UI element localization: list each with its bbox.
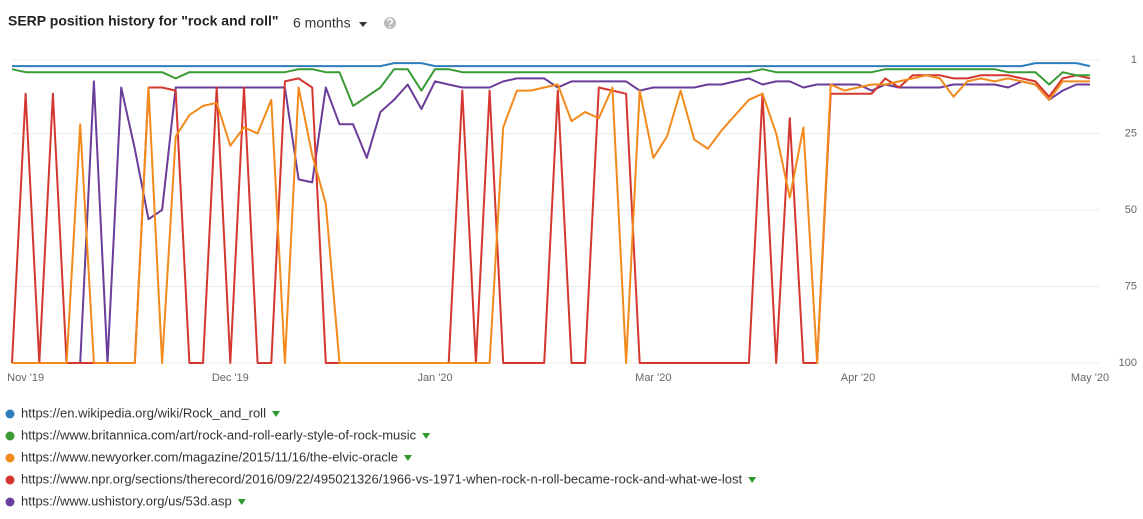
- x-tick-label: Jan '20: [417, 372, 452, 384]
- series-line: [11, 74, 1091, 364]
- dropdown-arrow[interactable]: [359, 22, 367, 27]
- legend-item[interactable]: https://en.wikipedia.org/wiki/Rock_and_r…: [5, 405, 280, 420]
- legend-label[interactable]: https://en.wikipedia.org/wiki/Rock_and_r…: [21, 405, 266, 420]
- legend-item[interactable]: https://www.npr.org/sections/therecord/2…: [5, 471, 757, 486]
- legend-marker[interactable]: [5, 453, 15, 463]
- legend-item[interactable]: https://www.britannica.com/art/rock-and-…: [5, 427, 431, 442]
- legend-marker[interactable]: [5, 431, 15, 441]
- help-icon[interactable]: [384, 17, 396, 29]
- legend-arrow[interactable]: [403, 455, 412, 461]
- x-tick-label: Mar '20: [635, 372, 671, 384]
- x-tick-label: May '20: [1071, 372, 1109, 384]
- legend-label[interactable]: https://www.npr.org/sections/therecord/2…: [21, 471, 743, 486]
- legend-item[interactable]: https://www.ushistory.org/us/53d.asp: [5, 493, 246, 508]
- legend: https://en.wikipedia.org/wiki/Rock_and_r…: [5, 405, 757, 508]
- series-line: [12, 77, 1090, 364]
- legend-arrow[interactable]: [237, 499, 246, 505]
- legend-label[interactable]: https://www.newyorker.com/magazine/2015/…: [21, 449, 398, 464]
- x-tick-label: Nov '19: [7, 372, 44, 384]
- legend-label[interactable]: https://www.ushistory.org/us/53d.asp: [21, 493, 232, 508]
- chart-title: SERP position history for "rock and roll…: [8, 13, 279, 29]
- legend-arrow[interactable]: [422, 433, 431, 439]
- legend-arrow[interactable]: [748, 477, 757, 483]
- legend-label[interactable]: https://www.britannica.com/art/rock-and-…: [21, 427, 417, 442]
- series-line: [12, 74, 1090, 364]
- y-tick-label: 25: [1125, 127, 1137, 139]
- series-line: [11, 68, 1090, 107]
- legend-marker[interactable]: [5, 497, 15, 507]
- legend-marker[interactable]: [5, 475, 15, 485]
- x-tick-label: Apr '20: [841, 372, 876, 384]
- period-label[interactable]: 6 months: [293, 15, 351, 31]
- legend-arrow[interactable]: [271, 411, 280, 417]
- legend-item[interactable]: https://www.newyorker.com/magazine/2015/…: [5, 449, 412, 464]
- x-tick-label: Dec '19: [212, 372, 249, 384]
- period-dropdown[interactable]: 6 months: [293, 15, 367, 31]
- y-tick-label: 100: [1119, 357, 1137, 369]
- y-tick-label: 50: [1125, 204, 1137, 216]
- y-tick-label: 75: [1125, 280, 1137, 292]
- series-line: [12, 62, 1091, 68]
- y-tick-label: 1: [1131, 54, 1137, 66]
- plot-area: 1 25 50 75 100 Nov '19 Dec '19 Jan '20 Mar '20 Ap…: [7, 54, 1137, 384]
- legend-marker[interactable]: [5, 409, 15, 419]
